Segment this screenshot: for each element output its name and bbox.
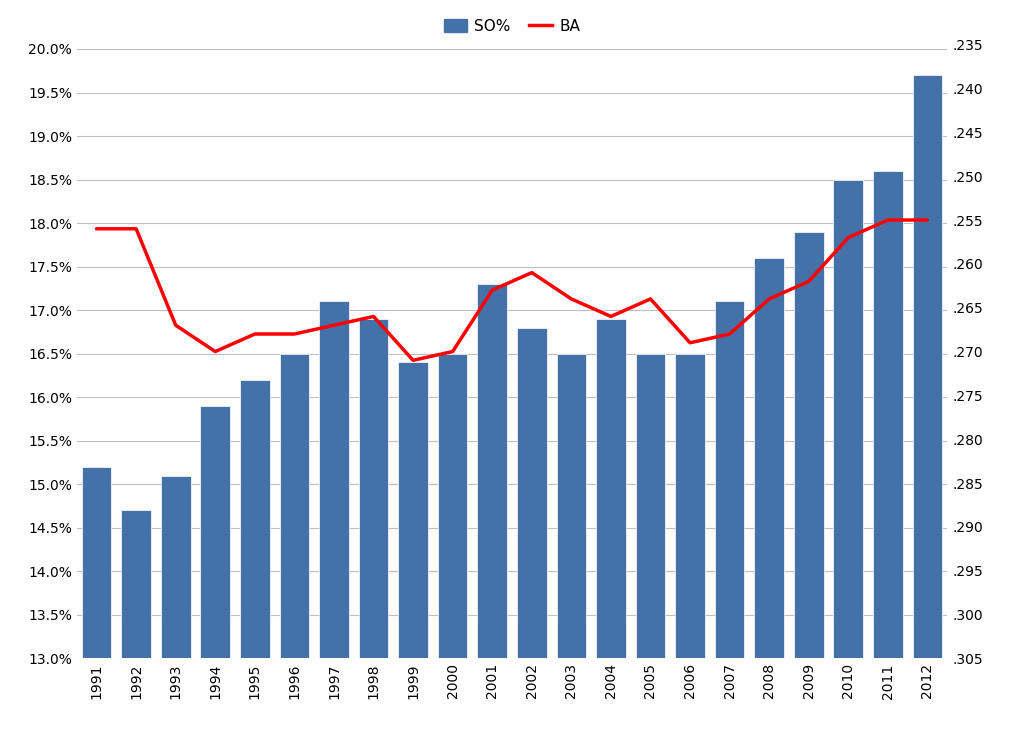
Bar: [319, 301, 349, 744]
Bar: [596, 319, 626, 744]
Bar: [82, 467, 112, 744]
Bar: [121, 510, 151, 744]
Bar: [161, 475, 190, 744]
Bar: [556, 353, 586, 744]
Bar: [398, 362, 428, 744]
Bar: [715, 301, 744, 744]
Bar: [636, 353, 666, 744]
Bar: [201, 406, 230, 744]
Bar: [834, 179, 863, 744]
Bar: [280, 353, 309, 744]
Legend: SO%, BA: SO%, BA: [443, 19, 581, 33]
Bar: [675, 353, 705, 744]
Bar: [794, 232, 823, 744]
Bar: [358, 319, 388, 744]
Bar: [517, 327, 547, 744]
Bar: [240, 380, 269, 744]
Bar: [755, 258, 784, 744]
Bar: [912, 75, 942, 744]
Bar: [438, 353, 468, 744]
Bar: [873, 171, 903, 744]
Bar: [477, 284, 507, 744]
